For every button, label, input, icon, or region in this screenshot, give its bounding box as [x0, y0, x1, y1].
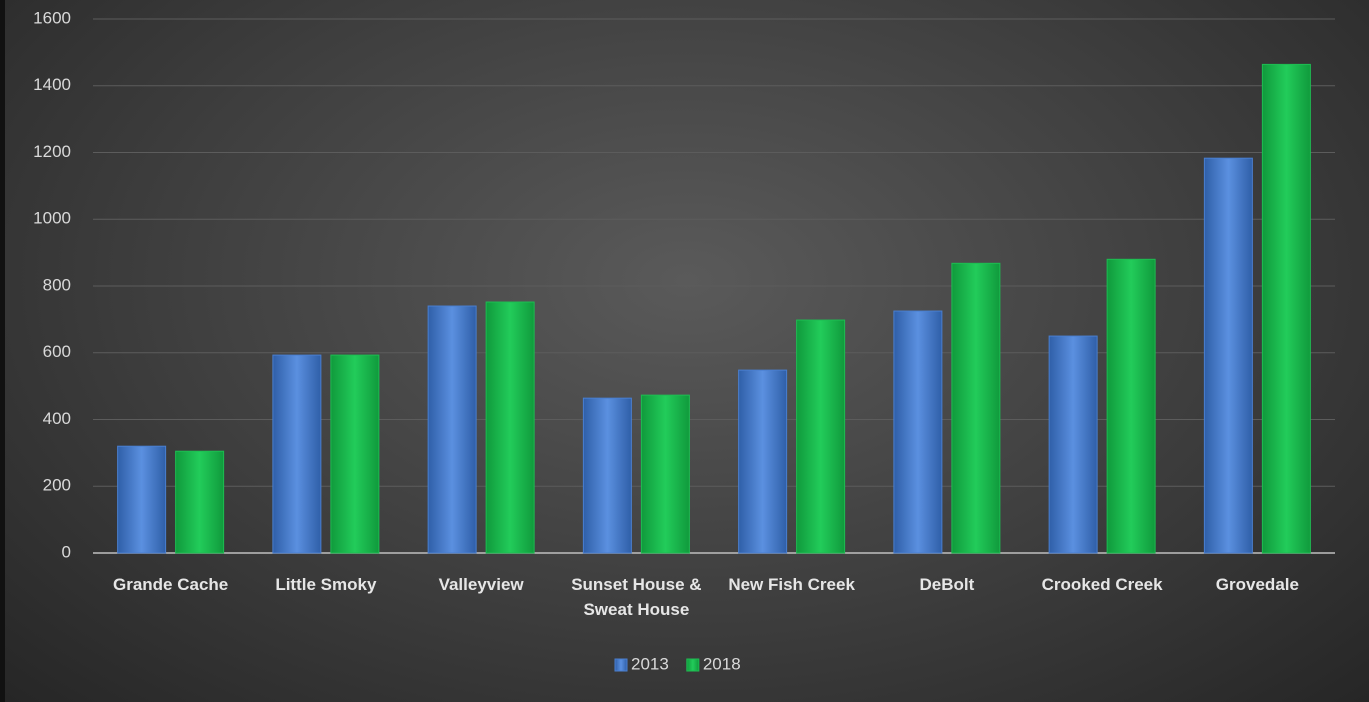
bar [330, 354, 380, 554]
bar [485, 301, 535, 554]
x-tick-label: Crooked Creek [1041, 575, 1163, 594]
y-tick-label: 0 [62, 542, 71, 561]
y-tick-label: 400 [43, 409, 71, 428]
y-tick-label: 200 [43, 476, 71, 495]
bar [272, 354, 322, 554]
bar [640, 394, 690, 554]
bar [893, 310, 943, 554]
bar [1048, 335, 1098, 554]
x-tick-label: New Fish Creek [728, 575, 855, 594]
bar [117, 445, 167, 554]
x-tick-label: Grande Cache [112, 575, 229, 594]
y-tick-label: 600 [43, 342, 71, 361]
bar [796, 319, 846, 554]
y-tick-label: 1200 [33, 142, 71, 161]
bar [738, 369, 788, 554]
legend-swatch [686, 658, 700, 672]
bar [427, 305, 477, 554]
bar [175, 450, 225, 554]
legend-label: 2013 [631, 654, 669, 673]
bar [1106, 258, 1156, 554]
x-tick-label: Little Smoky [275, 575, 377, 594]
legend-label: 2018 [703, 654, 741, 673]
plot: 0 200 400 600 800 1000 1200 1400 1600 2013 2018 [33, 8, 1335, 673]
bar [1261, 63, 1311, 554]
x-tick-label: Sunset House & Sweat House [571, 575, 702, 619]
x-tick-label: Valleyview [438, 575, 524, 594]
x-tick-label: Grovedale [1215, 575, 1299, 594]
y-tick-label: 800 [43, 275, 71, 294]
bar [1203, 157, 1253, 554]
legend-swatch [614, 658, 628, 672]
y-tick-label: 1600 [33, 8, 71, 27]
bar [951, 262, 1001, 554]
x-tick-label: DeBolt [919, 575, 975, 594]
bar [582, 397, 632, 554]
y-tick-label: 1000 [33, 209, 71, 228]
y-tick-label: 1400 [33, 75, 71, 94]
